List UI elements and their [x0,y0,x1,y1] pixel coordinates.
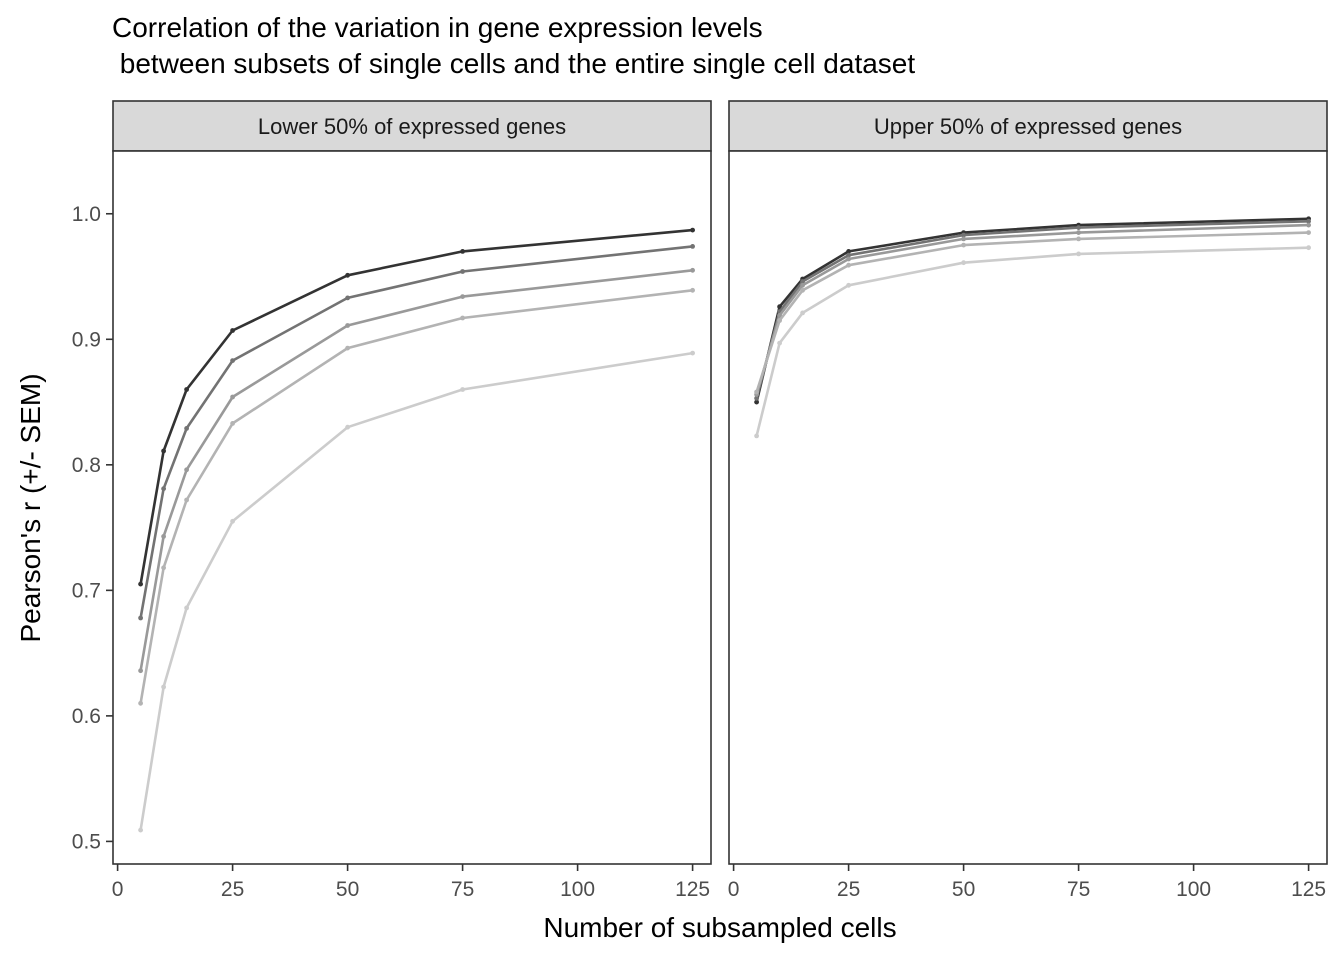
y-tick-label: 1.0 [72,203,101,226]
data-point [184,467,190,473]
chart-title-line-2: between subsets of single cells and the … [112,48,915,79]
data-point [690,244,695,249]
data-point [230,328,236,333]
data-point [690,267,695,273]
data-point [345,424,350,430]
x-tick-label: 100 [560,878,595,901]
data-point [777,313,782,318]
data-point [690,227,695,233]
x-tick-label: 25 [221,878,244,901]
data-point [846,249,851,254]
facet-panel-upper: Upper 50% of expressed genes 0 25 50 75 100 1… [728,100,1328,901]
facet-panel-lower: Lower 50% of expressed genes 0.50.60.70.… [72,100,712,901]
data-point [138,827,144,833]
data-point [754,395,759,401]
data-point [961,260,966,266]
y-tick-label: 0.9 [72,328,101,351]
data-point [1076,236,1081,242]
x-tick-label: 100 [1176,878,1211,901]
data-point [460,387,465,392]
data-point [800,282,805,288]
chart-title-line-1: Correlation of the variation in gene exp… [112,12,763,43]
facet-strip-label-upper: Upper 50% of expressed genes [874,114,1182,139]
series-group-lower [138,227,695,833]
data-point [345,272,350,278]
data-point [161,684,167,690]
data-point [460,269,465,274]
data-point [460,315,465,321]
y-tick-label: 0.7 [72,579,101,602]
data-point [230,421,236,426]
x-axis-upper: 0 25 50 75 100 125 [728,864,1326,901]
data-point [184,426,190,431]
data-point [161,534,167,539]
data-point [800,287,805,293]
data-point [345,345,350,351]
x-tick-label: 0 [112,878,124,901]
data-point [1306,218,1311,224]
x-tick-label: 25 [837,878,860,901]
y-tick-label: 0.5 [72,830,101,853]
data-point [846,262,851,268]
data-point [961,232,966,238]
data-point [1306,245,1311,251]
y-axis-title: Pearson's r (+/- SEM) [15,373,46,642]
y-tick-label: 0.8 [72,454,101,477]
x-tick-label: 75 [451,878,474,901]
data-point [138,581,144,587]
data-point [1076,225,1081,231]
data-point [777,340,782,346]
data-point [161,448,167,454]
data-point [184,387,190,392]
data-point [138,615,144,621]
data-point [230,518,236,524]
data-point [846,282,851,288]
data-point [777,318,782,323]
data-point [690,350,695,356]
data-point [161,565,167,571]
data-point [754,399,759,405]
data-point [184,605,190,611]
data-point [460,249,465,254]
data-point [800,279,805,284]
facet-strip-upper [728,100,1328,152]
plot-area-lower [112,150,712,865]
data-point [460,294,465,299]
data-point [777,304,782,310]
data-point [754,433,759,439]
x-tick-label: 50 [336,878,359,901]
y-axis: 0.5 0.6 0.7 0.8 0.9 1.0 [72,203,113,853]
data-point [846,256,851,262]
data-point [800,310,805,316]
x-tick-label: 75 [1067,878,1090,901]
data-point [138,700,144,706]
x-tick-label: 125 [1291,878,1326,901]
facet-strip-label-lower: Lower 50% of expressed genes [258,114,566,139]
x-tick-label: 50 [952,878,975,901]
data-point [1076,230,1081,236]
x-tick-label: 0 [728,878,740,901]
series-group-upper [754,216,1311,439]
data-point [345,295,350,301]
data-point [846,252,851,258]
data-point [230,394,236,400]
y-tick-label: 0.6 [72,705,101,728]
data-point [230,358,236,363]
data-point [754,389,759,395]
data-point [1306,222,1311,228]
data-point [345,323,350,328]
data-point [138,668,144,674]
data-point [161,486,167,492]
data-point [1076,251,1081,257]
x-tick-label: 125 [675,878,710,901]
data-point [690,287,695,293]
data-point [961,242,966,248]
x-axis-lower: 0 25 50 75 100 125 [112,864,710,901]
x-axis-title: Number of subsampled cells [543,912,896,943]
data-point [184,497,190,503]
facet-strip-lower [112,100,712,152]
data-point [961,236,966,242]
data-point [1306,230,1311,236]
